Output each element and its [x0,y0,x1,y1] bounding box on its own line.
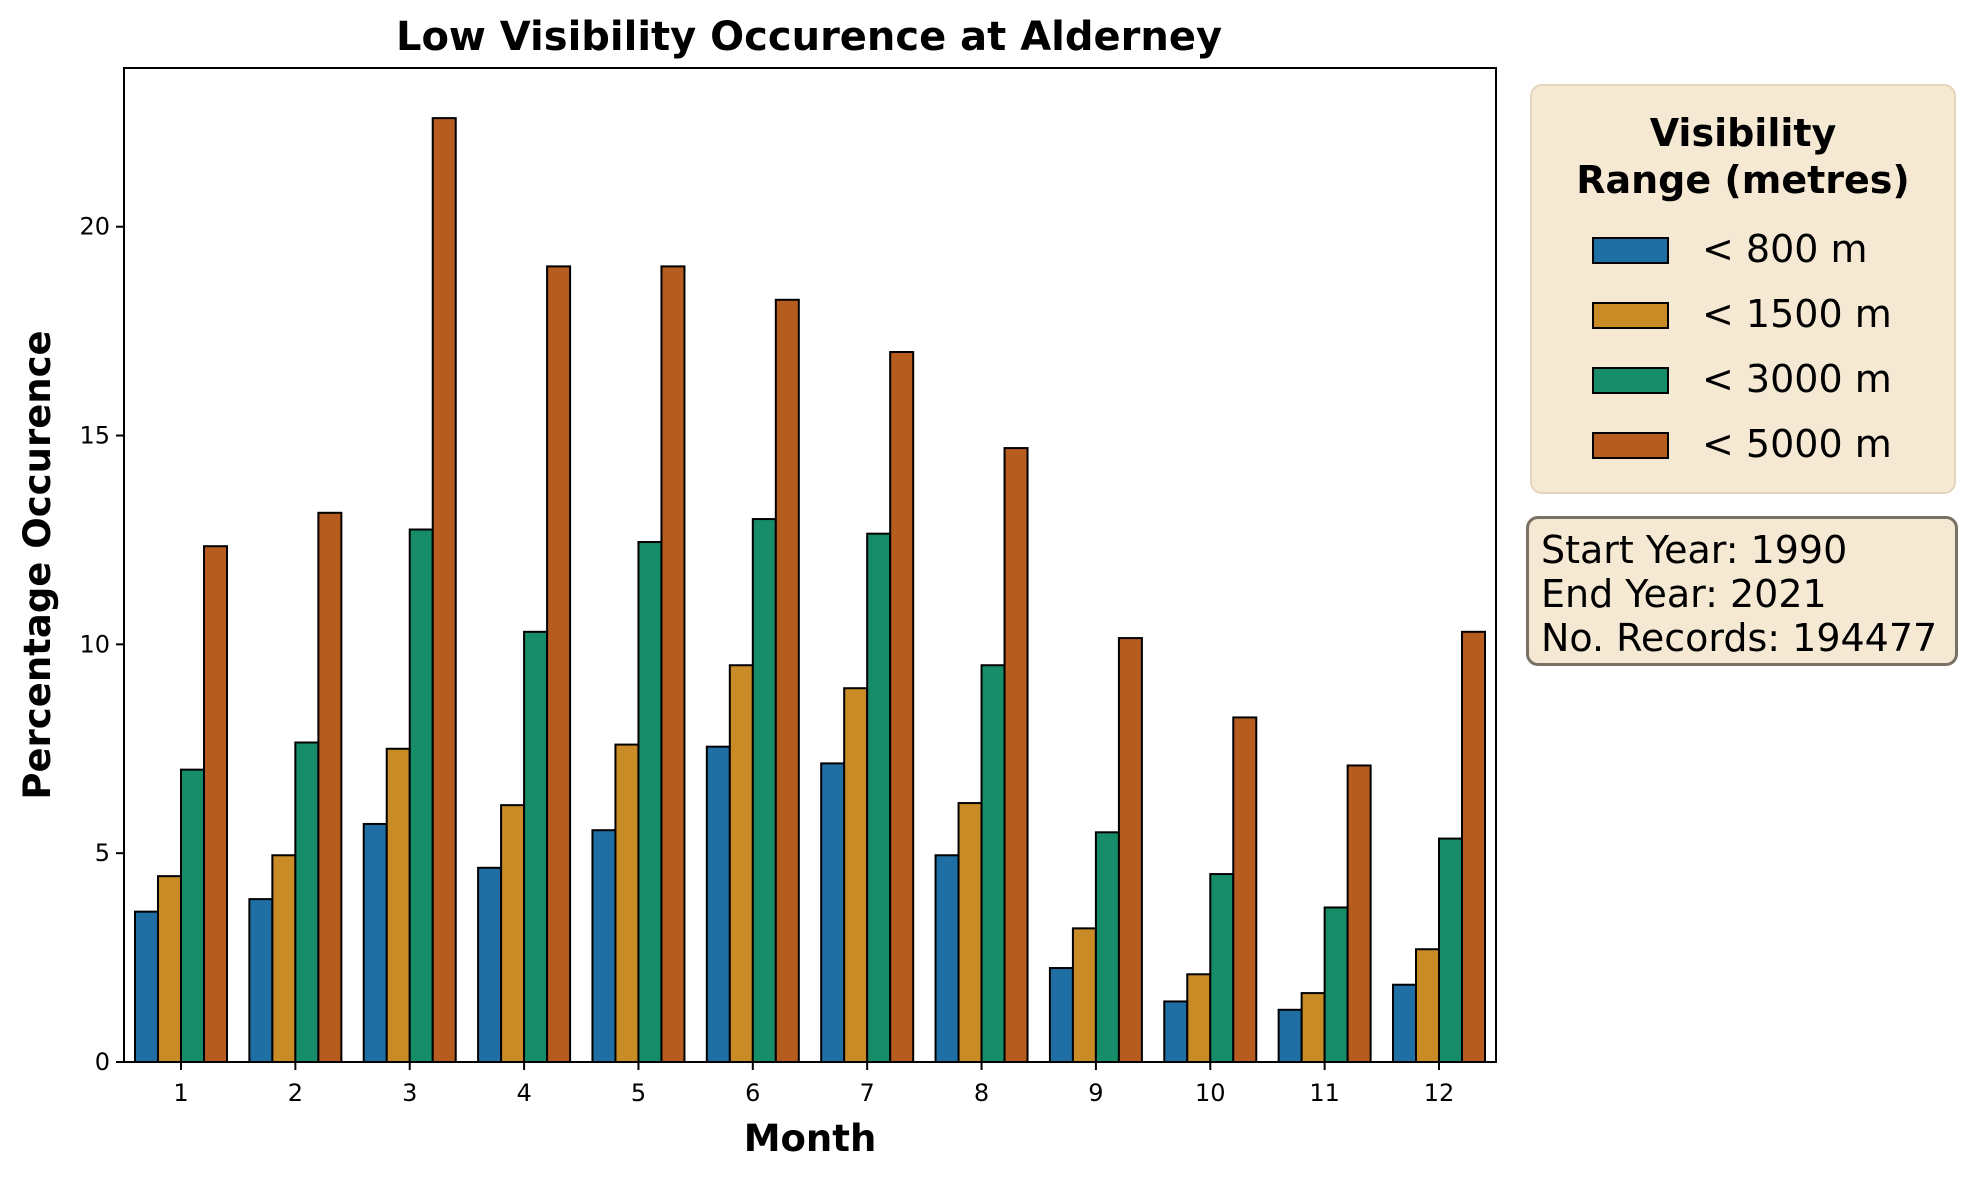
chart-title: Low Visibility Occurence at Alderney [396,14,1222,60]
end-year-text: End Year: 2021 [1541,572,1827,616]
x-tick-label: 10 [1195,1079,1226,1107]
x-tick-label: 8 [974,1079,989,1107]
x-tick-label: 7 [860,1079,875,1107]
y-tick-label: 15 [79,422,110,450]
y-tick-label: 20 [79,213,110,241]
bar-month-2-series-2 [271,854,297,1063]
bar-month-2-series-3 [294,741,320,1063]
start-year-text: Start Year: 1990 [1541,528,1848,572]
x-tick-label: 1 [173,1079,188,1107]
bar-month-9-series-3 [1094,831,1120,1064]
bar-month-8-series-2 [957,802,983,1063]
bar-month-10-series-3 [1209,873,1235,1064]
legend-title-line-1: Visibility [1649,111,1837,155]
bar-month-10-series-2 [1186,973,1212,1064]
legend-title: Visibility Range (metres) [1532,110,1954,204]
bar-month-7-series-2 [843,687,869,1063]
bar-month-5-series-2 [614,743,640,1064]
bar-month-2-series-1 [248,898,274,1064]
bar-month-4-series-1 [477,866,503,1064]
bar-month-5-series-1 [591,829,617,1063]
x-tick-label: 4 [516,1079,531,1107]
legend-swatch [1592,367,1669,394]
bar-month-6-series-1 [705,745,731,1063]
bar-month-7-series-3 [866,532,892,1063]
bar-month-4-series-3 [523,630,549,1064]
bar-month-6-series-3 [751,518,777,1063]
bar-month-4-series-4 [546,265,572,1064]
bar-month-11-series-4 [1346,764,1372,1063]
bar-month-11-series-1 [1277,1008,1303,1064]
bar-month-5-series-4 [660,265,686,1064]
records-count-text: No. Records: 194477 [1541,616,1938,660]
x-tick-label: 3 [402,1079,417,1107]
legend: Visibility Range (metres) < 800 m < 1500… [1530,84,1956,494]
bar-month-11-series-2 [1300,992,1326,1064]
y-axis-label: Percentage Occurence [16,330,59,799]
bar-group [134,117,1486,1064]
x-tick-label: 9 [1088,1079,1103,1107]
x-tick-label: 6 [745,1079,760,1107]
legend-label: < 800 m [1702,227,1868,271]
bar-month-5-series-3 [637,541,663,1063]
bar-month-6-series-4 [774,298,800,1063]
bar-month-8-series-3 [980,664,1006,1063]
bar-month-4-series-2 [500,804,526,1063]
x-tick-label: 5 [631,1079,646,1107]
legend-swatch [1592,302,1669,329]
bar-month-2-series-4 [317,511,343,1063]
plot-frame [123,67,1497,1063]
legend-label: < 5000 m [1702,422,1892,466]
bar-month-3-series-1 [362,822,388,1063]
bar-month-7-series-1 [820,762,846,1063]
y-tick-label: 10 [79,630,110,658]
legend-title-line-2: Range (metres) [1576,158,1910,202]
bar-month-3-series-3 [408,528,434,1063]
bar-month-7-series-4 [889,351,915,1063]
y-axis-ticks: 0 5 10 15 20 [79,213,124,1076]
bar-month-3-series-2 [385,747,411,1063]
bar-month-8-series-1 [934,854,960,1063]
bar-month-1-series-2 [157,875,182,1063]
y-tick-label: 0 [95,1048,110,1076]
bar-month-12-series-3 [1438,837,1463,1064]
x-axis-label: Month [744,1117,877,1160]
legend-label: < 3000 m [1702,357,1892,401]
y-tick-label: 5 [95,839,110,867]
bar-month-6-series-2 [728,664,754,1063]
bar-month-9-series-2 [1071,927,1097,1064]
bar-month-1-series-3 [180,768,205,1063]
bar-month-9-series-4 [1117,637,1143,1064]
bar-month-12-series-2 [1415,948,1440,1063]
bar-month-11-series-3 [1323,906,1349,1063]
bar-month-9-series-1 [1048,967,1074,1064]
bar-month-10-series-4 [1232,716,1258,1063]
x-axis-ticks: 1 2 3 4 5 6 7 8 9 10 11 12 [173,1062,1454,1107]
legend-label: < 1500 m [1702,292,1892,336]
bar-month-10-series-1 [1163,1000,1189,1063]
bar-month-1-series-1 [134,910,159,1063]
x-tick-label: 12 [1424,1079,1455,1107]
bar-month-1-series-4 [203,545,228,1063]
bar-month-12-series-4 [1461,630,1486,1064]
x-tick-label: 2 [288,1079,303,1107]
bar-month-12-series-1 [1392,983,1417,1063]
bar-month-8-series-4 [1003,447,1029,1063]
x-tick-label: 11 [1309,1079,1340,1107]
station-info-box: Start Year: 1990 End Year: 2021 No. Reco… [1526,516,1958,666]
bar-month-3-series-4 [431,117,457,1063]
legend-swatch [1592,432,1669,459]
legend-swatch [1592,237,1669,264]
